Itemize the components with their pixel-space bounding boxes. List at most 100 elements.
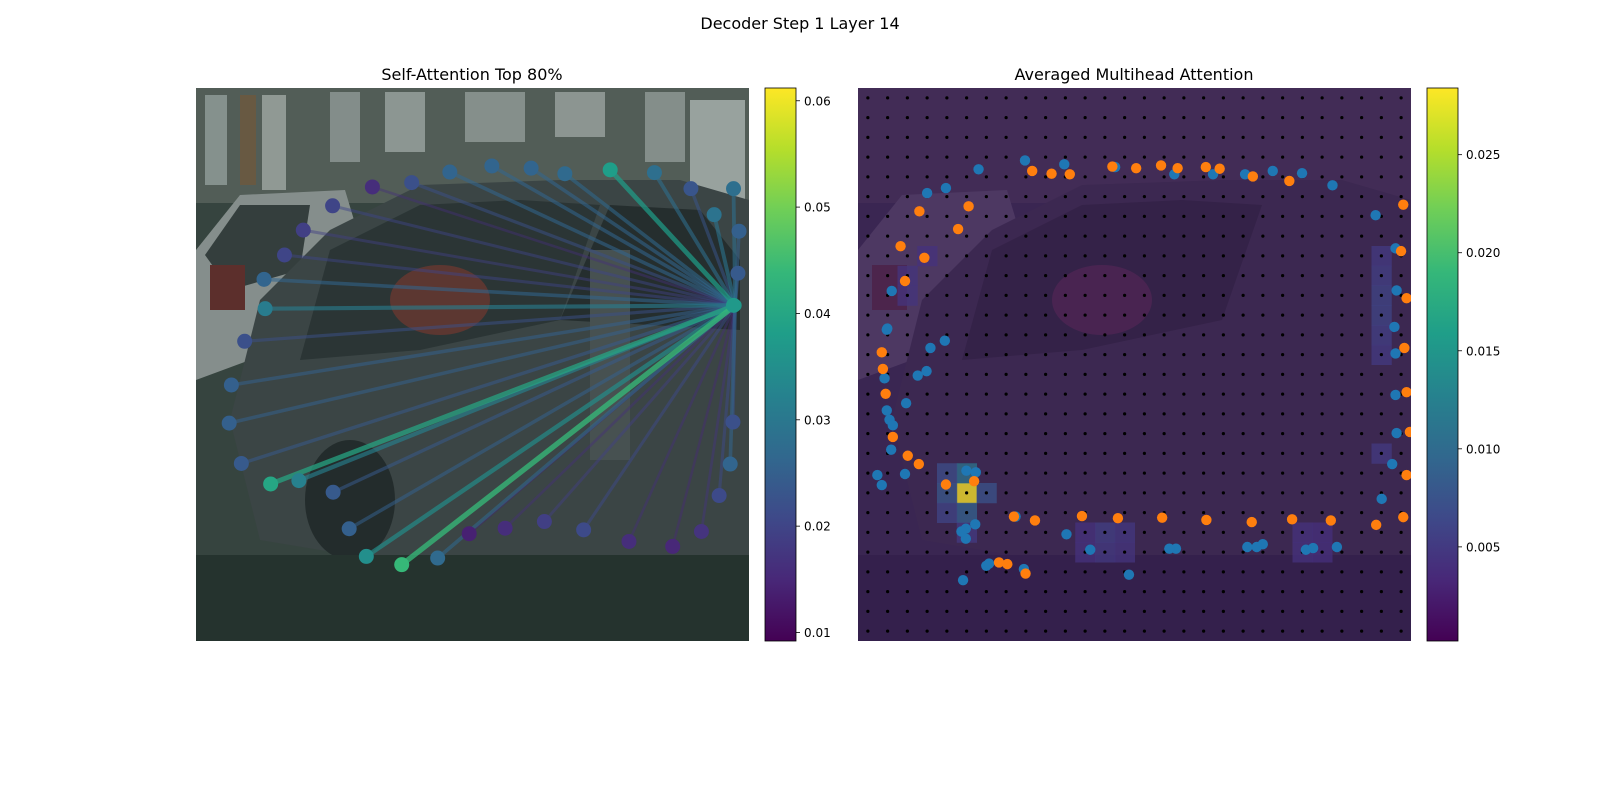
grid-dot: [1202, 471, 1206, 475]
grid-dot: [1103, 590, 1107, 594]
grid-dot: [945, 234, 949, 238]
grid-dot: [1360, 155, 1364, 159]
grid-dot: [1281, 491, 1285, 495]
attention-node: [602, 162, 618, 178]
orange-point: [940, 479, 952, 490]
grid-dot: [1300, 570, 1304, 574]
grid-dot: [1123, 116, 1127, 120]
grid-dot: [1241, 412, 1245, 416]
grid-dot: [1202, 609, 1206, 613]
grid-dot: [1162, 353, 1166, 357]
grid-dot: [1241, 570, 1245, 574]
orange-point: [1284, 175, 1295, 187]
grid-dot: [1379, 471, 1383, 475]
grid-dot: [1063, 333, 1067, 337]
attention-node: [256, 271, 272, 287]
grid-dot: [1162, 135, 1166, 139]
orange-point: [1401, 469, 1411, 481]
grid-dot: [925, 333, 929, 337]
grid-dot: [1340, 530, 1344, 534]
grid-dot: [1360, 254, 1364, 258]
grid-dot: [1004, 550, 1008, 554]
grid-dot: [1123, 234, 1127, 238]
left-colorbar-body: [764, 87, 797, 642]
grid-dot: [866, 550, 870, 554]
grid-dot: [1162, 175, 1166, 179]
grid-dot: [1340, 590, 1344, 594]
grid-dot: [1083, 471, 1087, 475]
attention-node: [221, 415, 237, 431]
grid-dot: [1261, 372, 1265, 376]
grid-dot: [1399, 274, 1403, 278]
grid-dot: [886, 491, 890, 495]
grid-dot: [1123, 353, 1127, 357]
colorbar-tick-label: 0.05: [804, 201, 831, 215]
grid-dot: [925, 234, 929, 238]
grid-dot: [1399, 609, 1403, 613]
grid-dot: [1202, 550, 1206, 554]
grid-dot: [1241, 471, 1245, 475]
grid-dot: [1221, 175, 1225, 179]
grid-dot: [1221, 135, 1225, 139]
grid-dot: [1083, 451, 1087, 455]
grid-dot: [1004, 530, 1008, 534]
grid-dot: [945, 195, 949, 199]
grid-dot: [945, 570, 949, 574]
orange-point: [1404, 426, 1411, 438]
attention-node: [523, 160, 539, 176]
grid-dot: [1340, 254, 1344, 258]
grid-dot: [1004, 471, 1008, 475]
grid-dot: [965, 254, 969, 258]
grid-dot: [905, 491, 909, 495]
orange-point: [880, 388, 891, 400]
grid-dot: [1241, 451, 1245, 455]
grid-dot: [1044, 96, 1048, 100]
attention-node: [358, 548, 374, 564]
grid-dot: [984, 432, 988, 436]
grid-dot: [1063, 234, 1067, 238]
grid-dot: [886, 155, 890, 159]
grid-dot: [965, 333, 969, 337]
grid-dot: [1241, 491, 1245, 495]
attention-node: [711, 488, 727, 504]
grid-dot: [1063, 293, 1067, 297]
grid-dot: [886, 96, 890, 100]
grid-dot: [1360, 372, 1364, 376]
grid-dot: [1162, 155, 1166, 159]
grid-dot: [945, 392, 949, 396]
grid-dot: [1123, 96, 1127, 100]
grid-dot: [1221, 412, 1225, 416]
grid-dot: [965, 234, 969, 238]
grid-dot: [886, 274, 890, 278]
grid-dot: [925, 214, 929, 218]
grid-dot: [1162, 570, 1166, 574]
grid-dot: [1379, 550, 1383, 554]
grid-dot: [1340, 570, 1344, 574]
attention-node: [461, 526, 477, 542]
grid-dot: [1379, 333, 1383, 337]
grid-dot: [1360, 570, 1364, 574]
blue-point: [1376, 493, 1387, 505]
blue-point: [1300, 544, 1312, 555]
grid-dot: [1182, 451, 1186, 455]
grid-dot: [1379, 609, 1383, 613]
grid-dot: [1360, 353, 1364, 357]
grid-dot: [1300, 491, 1304, 495]
grid-dot: [1103, 116, 1107, 120]
grid-dot: [925, 432, 929, 436]
grid-dot: [1379, 155, 1383, 159]
grid-dot: [1024, 372, 1028, 376]
grid-dot: [1182, 511, 1186, 515]
grid-dot: [1103, 372, 1107, 376]
grid-dot: [1281, 412, 1285, 416]
grid-dot: [1360, 451, 1364, 455]
grid-dot: [1241, 135, 1245, 139]
grid-dot: [1063, 590, 1067, 594]
grid-dot: [1083, 392, 1087, 396]
orange-point: [1020, 568, 1031, 579]
grid-dot: [1044, 432, 1048, 436]
grid-dot: [984, 155, 988, 159]
grid-dot: [1182, 274, 1186, 278]
grid-dot: [1379, 293, 1383, 297]
grid-dot: [1281, 471, 1285, 475]
